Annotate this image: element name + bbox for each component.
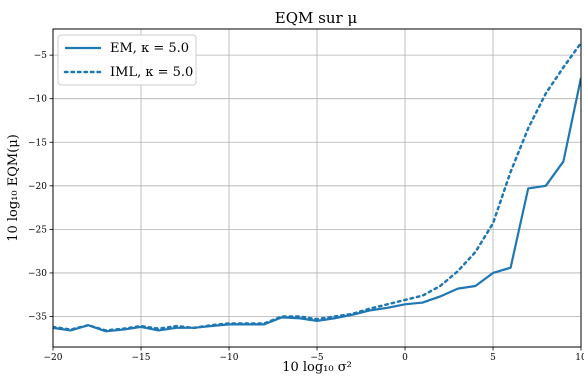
ticks: −20 −15 −10 −5 0 5 10 −35 −30 −25 −20 −15 −10 −5: [28, 51, 584, 363]
x-tick-label: 10: [575, 353, 584, 363]
series-iml-line: [53, 41, 581, 332]
y-axis-title: 10 log₁₀ EQM(μ): [6, 134, 21, 242]
y-tick-label: −10: [28, 95, 47, 105]
y-tick-label: −5: [34, 51, 48, 61]
x-tick-label: −10: [220, 353, 239, 363]
chart-title: EQM sur μ: [275, 9, 358, 27]
grid: [52, 29, 582, 347]
legend-label-em: EM, κ = 5.0: [110, 41, 189, 56]
series-layer: [53, 41, 581, 333]
y-tick-label: −25: [28, 225, 47, 235]
x-tick-label: 5: [490, 353, 496, 363]
x-tick-label: −20: [44, 353, 63, 363]
y-tick-label: −35: [28, 313, 47, 323]
x-axis-title: 10 log₁₀ σ²: [282, 360, 352, 375]
y-tick-label: −15: [28, 138, 47, 148]
x-tick-label: 0: [402, 353, 408, 363]
x-tick-label: −15: [132, 353, 151, 363]
x-tick-label: −5: [310, 353, 324, 363]
y-tick-label: −30: [28, 269, 47, 279]
y-tick-label: −20: [28, 182, 47, 192]
legend-label-iml: IML, κ = 5.0: [110, 65, 193, 80]
series-em-line: [53, 77, 581, 333]
legend: EM, κ = 5.0 IML, κ = 5.0: [57, 34, 197, 86]
